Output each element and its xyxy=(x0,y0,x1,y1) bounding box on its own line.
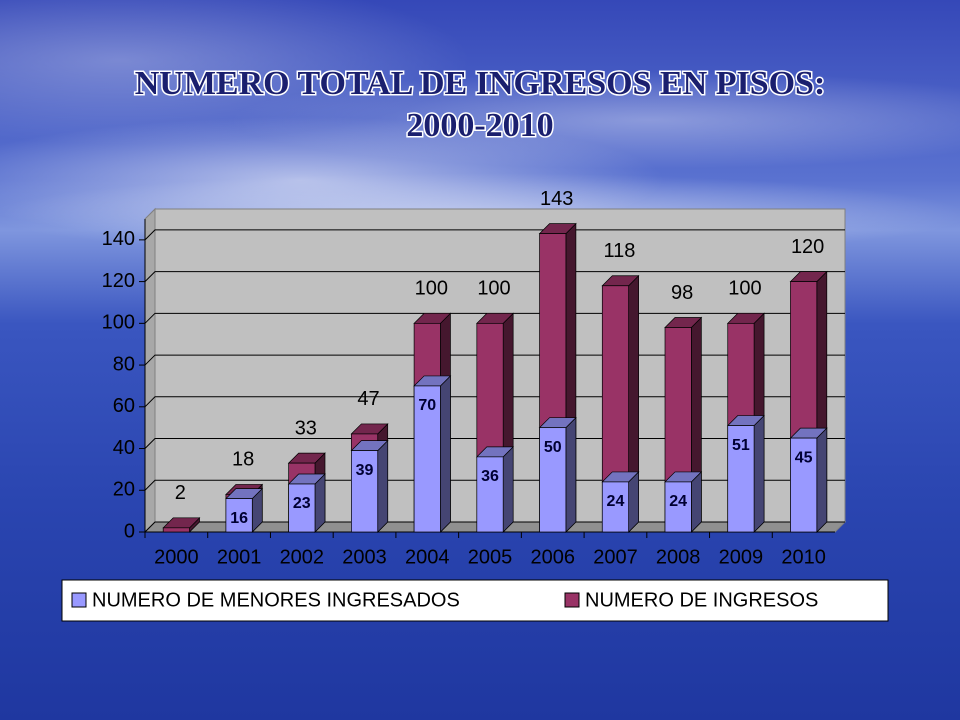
value-label: 100 xyxy=(477,278,510,300)
value-label: 98 xyxy=(671,282,693,304)
bar-side xyxy=(502,446,514,533)
bar-side xyxy=(628,471,639,533)
bar xyxy=(162,527,190,533)
x-tick-label: 2010 xyxy=(781,546,826,568)
value-label: 51 xyxy=(732,437,750,454)
x-tick-label: 2004 xyxy=(405,546,450,568)
grid-line xyxy=(144,229,845,241)
x-tick-label: 2005 xyxy=(468,546,513,568)
legend-swatch xyxy=(564,592,580,608)
grid-line xyxy=(144,271,845,282)
y-tick-label: 40 xyxy=(113,437,135,459)
legend-box xyxy=(61,579,889,622)
value-label: 24 xyxy=(669,493,687,510)
chart-title: NUMERO TOTAL DE INGRESOS EN PISOS: 2000-2… xyxy=(135,65,826,144)
y-tick-label: 0 xyxy=(124,520,135,542)
y-tick-label: 100 xyxy=(102,312,135,334)
x-tick-label: 2000 xyxy=(154,546,199,568)
x-tick-label: 2009 xyxy=(719,546,764,568)
legend-label: NUMERO DE INGRESOS xyxy=(585,589,818,611)
bar-side xyxy=(440,375,451,533)
plot-side xyxy=(144,207,156,534)
bar xyxy=(476,456,504,533)
y-tick-label: 20 xyxy=(113,479,135,501)
value-label: 39 xyxy=(356,462,374,479)
value-label: 50 xyxy=(544,439,562,456)
bar-side xyxy=(691,471,702,533)
y-tick-label: 60 xyxy=(113,395,135,417)
value-label: 118 xyxy=(604,240,636,262)
bar xyxy=(351,450,379,533)
y-tick-label: 140 xyxy=(102,228,135,250)
value-label: 100 xyxy=(728,278,761,300)
value-label: 143 xyxy=(540,188,573,210)
value-label: 23 xyxy=(293,495,311,512)
bar xyxy=(225,498,253,533)
y-tick-label: 80 xyxy=(113,353,135,375)
x-tick-label: 2007 xyxy=(593,546,638,568)
x-tick-label: 2008 xyxy=(656,546,701,568)
value-label: 16 xyxy=(230,510,248,527)
bar xyxy=(539,427,567,533)
bar xyxy=(601,481,629,533)
value-label: 18 xyxy=(232,449,254,471)
bar xyxy=(413,385,441,533)
value-label: 24 xyxy=(607,493,625,510)
legend-swatch xyxy=(71,592,87,608)
value-label: 2 xyxy=(175,482,186,504)
bar-side xyxy=(565,416,577,533)
bar-side xyxy=(816,427,828,533)
y-tick-label: 120 xyxy=(102,270,135,292)
value-label: 45 xyxy=(795,449,813,466)
value-label: 33 xyxy=(295,417,317,439)
x-tick-label: 2001 xyxy=(217,546,262,568)
bar xyxy=(664,481,692,533)
value-label: 47 xyxy=(357,388,379,410)
bar-side xyxy=(377,439,389,533)
bar-side xyxy=(753,414,765,533)
bar xyxy=(727,425,755,533)
value-label: 36 xyxy=(481,468,499,485)
x-tick-label: 2003 xyxy=(342,546,387,568)
value-label: 70 xyxy=(418,397,436,414)
value-label: 120 xyxy=(791,236,824,258)
bar xyxy=(288,483,316,533)
x-tick-label: 2006 xyxy=(530,546,575,568)
value-label: 100 xyxy=(415,278,448,300)
legend-label: NUMERO DE MENORES INGRESADOS xyxy=(92,589,460,611)
bar xyxy=(790,437,818,533)
x-tick-label: 2002 xyxy=(280,546,325,568)
